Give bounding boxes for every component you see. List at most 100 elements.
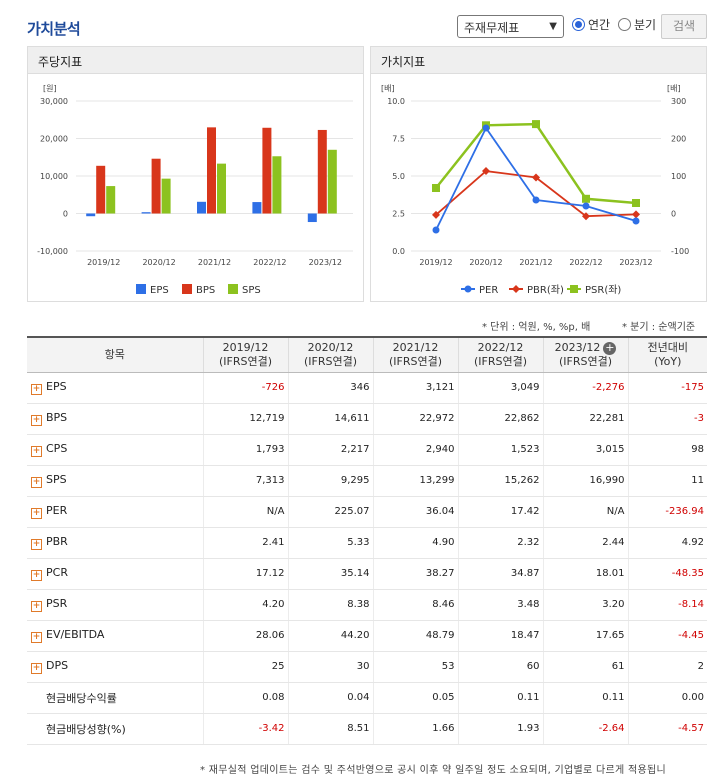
- table-row: + CPS 1,793 2,217 2,940 1,523 3,015 98: [27, 434, 707, 466]
- row-label[interactable]: + DPS: [27, 651, 203, 683]
- expand-icon[interactable]: +: [31, 601, 42, 612]
- row-label: 현금배당수익률: [27, 682, 203, 714]
- bar-eps: [197, 201, 206, 214]
- table-row: + PBR 2.41 5.33 4.90 2.32 2.44 4.92: [27, 527, 707, 559]
- row-label[interactable]: + CPS: [27, 434, 203, 466]
- valuation-table: 항목 2019/12 (IFRS연결) 2020/12 (IFRS연결) 2021/…: [27, 336, 707, 745]
- table-cell: 8.38: [287, 589, 373, 621]
- table-cell: 14,611: [287, 403, 373, 435]
- table-cell: -175: [627, 372, 707, 404]
- valuation-panel-title: 가치지표: [371, 47, 706, 74]
- table-cell: -3: [627, 403, 707, 435]
- row-label[interactable]: + PSR: [27, 589, 203, 621]
- legend-label: EPS: [150, 285, 169, 296]
- table-row: + BPS 12,719 14,611 22,972 22,862 22,281 -3: [27, 403, 707, 435]
- expand-icon[interactable]: +: [31, 663, 42, 674]
- table-cell: -3.42: [202, 713, 288, 745]
- point-per: [632, 217, 640, 225]
- statement-select-value: 주재무제표: [464, 21, 520, 35]
- row-label[interactable]: + PER: [27, 496, 203, 528]
- x-tick-label: 2022/12: [569, 258, 602, 267]
- table-cell: 0.11: [542, 682, 628, 714]
- x-tick-label: 2022/12: [253, 258, 286, 267]
- expand-icon[interactable]: +: [31, 446, 42, 457]
- header-col-yoy: 전년대비 (YoY): [627, 336, 707, 373]
- col-yoy-line1: 전년대비: [647, 340, 688, 354]
- row-label[interactable]: + PCR: [27, 558, 203, 590]
- legend-label: PBR(좌): [527, 284, 564, 296]
- expand-icon[interactable]: +: [31, 477, 42, 488]
- bar-sps: [272, 156, 282, 214]
- bar-sps: [327, 149, 337, 214]
- table-cell: 17.42: [457, 496, 543, 528]
- expand-icon[interactable]: +: [31, 539, 42, 550]
- row-label-text: SPS: [46, 473, 67, 486]
- table-cell: 36.04: [372, 496, 458, 528]
- table-cell: 2.44: [542, 527, 628, 559]
- legend-label: SPS: [242, 285, 261, 296]
- chevron-down-icon: ▼: [549, 21, 557, 32]
- row-label[interactable]: + BPS: [27, 403, 203, 435]
- table-cell: 7,313: [202, 465, 288, 497]
- table-cell: 2,217: [287, 434, 373, 466]
- table-cell: 34.87: [457, 558, 543, 590]
- y-left-tick-label: 2.5: [392, 210, 405, 219]
- statement-select[interactable]: 주재무제표 ▼: [457, 15, 564, 38]
- radio-quarter[interactable]: 분기: [618, 16, 656, 33]
- footer-note: * 재무실적 업데이트는 검수 및 주석반영으로 공시 이후 약 일주일 정도 …: [200, 765, 666, 776]
- bar-bps: [262, 127, 272, 214]
- table-cell: 5.33: [287, 527, 373, 559]
- add-column-icon[interactable]: +: [603, 340, 617, 355]
- point-psr: [632, 199, 640, 207]
- x-tick-label: 2023/12: [619, 258, 652, 267]
- y-left-tick-label: 10.0: [387, 97, 405, 106]
- row-label[interactable]: + PBR: [27, 527, 203, 559]
- point-per: [482, 124, 490, 132]
- table-cell: 16,990: [542, 465, 628, 497]
- expand-icon[interactable]: +: [31, 508, 42, 519]
- radio-annual[interactable]: 연간: [572, 16, 610, 33]
- table-cell: 225.07: [287, 496, 373, 528]
- expand-icon[interactable]: +: [31, 384, 42, 395]
- col-year: 2021/12: [392, 340, 439, 354]
- col-year: 2020/12: [307, 340, 354, 354]
- table-cell: 35.14: [287, 558, 373, 590]
- point-psr: [432, 184, 440, 192]
- table-cell: 4.92: [627, 527, 707, 559]
- radio-annual-label: 연간: [588, 18, 611, 32]
- x-tick-label: 2021/12: [519, 258, 552, 267]
- table-cell: -2.64: [542, 713, 628, 745]
- table-cell: 346: [287, 372, 373, 404]
- y-left-tick-label: 7.5: [392, 135, 405, 144]
- row-label[interactable]: + EPS: [27, 372, 203, 404]
- table-cell: 9,295: [287, 465, 373, 497]
- table-row: + SPS 7,313 9,295 13,299 15,262 16,990 11: [27, 465, 707, 497]
- row-label[interactable]: + SPS: [27, 465, 203, 497]
- search-button[interactable]: 검색: [661, 14, 707, 39]
- y-right-tick-label: 0: [671, 210, 676, 219]
- table-row: + DPS 25 30 53 60 61 2: [27, 651, 707, 683]
- table-cell: 12,719: [202, 403, 288, 435]
- legend-marker: [464, 285, 472, 293]
- table-cell: 1,793: [202, 434, 288, 466]
- table-cell: 38.27: [372, 558, 458, 590]
- table-cell: 1,523: [457, 434, 543, 466]
- point-pbr: [532, 173, 540, 182]
- x-tick-label: 2023/12: [309, 258, 342, 267]
- header-col-2023: 2023/12 + (IFRS연결): [542, 336, 628, 373]
- bar-sps: [161, 178, 171, 214]
- expand-icon[interactable]: +: [31, 415, 42, 426]
- per-share-panel: 주당지표 [원] 30,000 20,000 10,000 0 -10,000 2019/1…: [27, 46, 364, 302]
- table-cell: 53: [372, 651, 458, 683]
- table-cell: 1.66: [372, 713, 458, 745]
- bar-bps: [317, 129, 327, 214]
- row-label-text: 현금배당수익률: [46, 691, 117, 705]
- row-label[interactable]: + EV/EBITDA: [27, 620, 203, 652]
- table-cell: 15,262: [457, 465, 543, 497]
- col-yoy-line2: (YoY): [654, 354, 682, 368]
- expand-icon[interactable]: +: [31, 632, 42, 643]
- legend-swatch: [136, 284, 146, 294]
- point-pbr: [582, 212, 590, 221]
- expand-icon[interactable]: +: [31, 570, 42, 581]
- y-tick-label: 20,000: [40, 135, 68, 144]
